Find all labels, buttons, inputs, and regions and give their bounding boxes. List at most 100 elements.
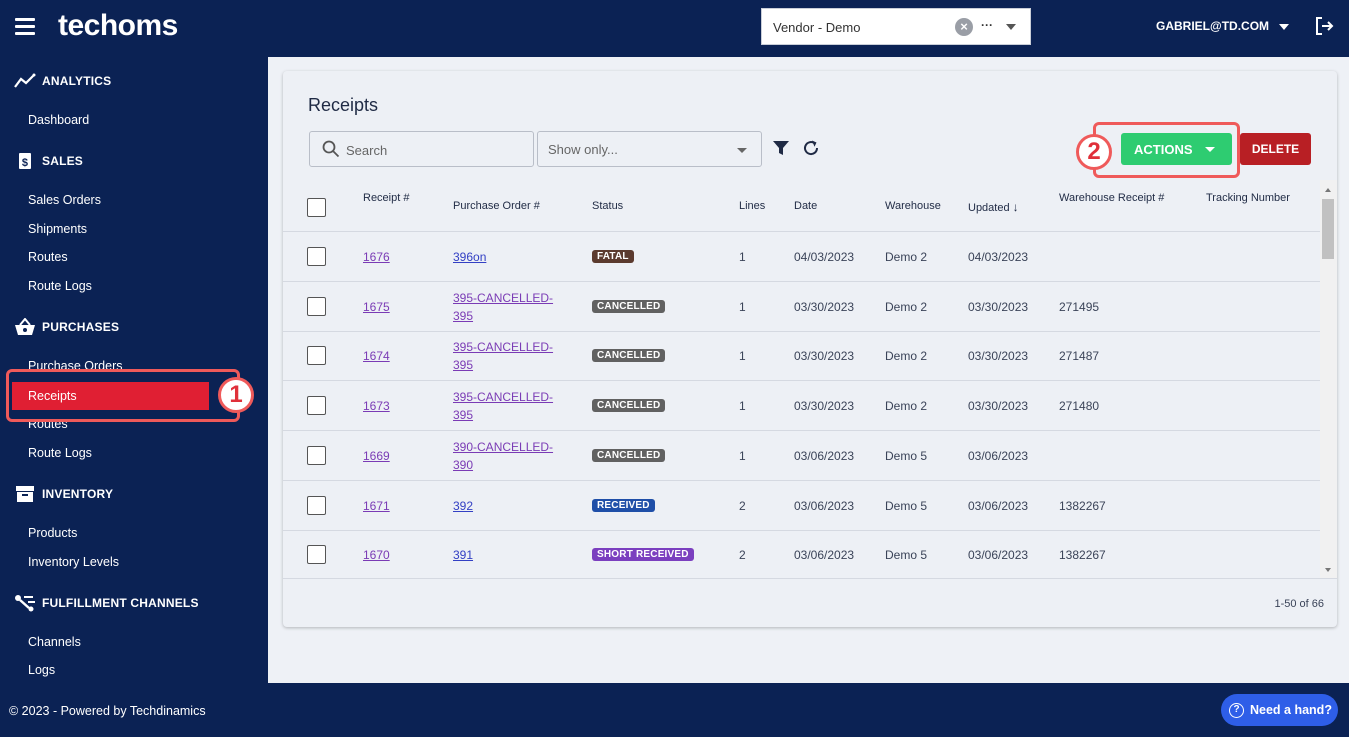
purchase-order-link[interactable]: 396on — [453, 250, 487, 264]
table-scrollbar[interactable] — [1320, 180, 1337, 578]
receipt-link[interactable]: 1673 — [363, 399, 390, 414]
scroll-down-arrow-icon[interactable] — [1325, 568, 1331, 572]
show-only-select[interactable]: Show only... — [537, 131, 762, 167]
row-checkbox[interactable] — [307, 495, 326, 515]
receipt-link[interactable]: 1671 — [363, 498, 390, 513]
sidebar-item-receipts[interactable]: Receipts — [12, 382, 209, 410]
refresh-icon[interactable] — [801, 138, 821, 158]
date-cell: 03/30/2023 — [794, 349, 855, 364]
row-checkbox[interactable] — [307, 346, 326, 366]
warehouse-cell: Demo 2 — [885, 349, 928, 364]
callout-box-actions — [1093, 122, 1240, 178]
row-checkbox[interactable] — [307, 247, 326, 266]
vendor-select-value: Vendor - Demo — [773, 20, 861, 35]
purchase-order-link-suffix[interactable]: 395 — [453, 308, 474, 323]
filter-icon[interactable] — [772, 139, 790, 157]
search-input[interactable] — [346, 140, 526, 160]
table-row[interactable]: 1674 395-CANCELLED- 395 CANCELLED 1 03/30/202… — [283, 331, 1320, 382]
sidebar-item-channels[interactable]: Channels — [28, 635, 81, 649]
purchase-order-link-suffix[interactable]: 395 — [453, 408, 474, 423]
lines-cell: 2 — [739, 498, 746, 513]
sidebar-item-sales-route-logs[interactable]: Route Logs — [28, 279, 92, 293]
pager-divider — [283, 578, 1337, 579]
warehouse-receipt-cell: 1382267 — [1059, 498, 1106, 513]
user-menu-chevron-icon[interactable] — [1279, 24, 1289, 30]
column-header-status[interactable]: Status — [592, 200, 624, 212]
updated-cell: 03/30/2023 — [968, 349, 1029, 364]
column-header-updated[interactable]: Updated ↓ — [968, 200, 1019, 214]
row-checkbox[interactable] — [307, 296, 326, 316]
receipts-table: Receipt # Purchase Order # Status Lines … — [283, 180, 1337, 578]
sidebar-item-shipments[interactable]: Shipments — [28, 222, 88, 236]
status-badge: FATAL — [592, 250, 634, 263]
date-cell: 03/06/2023 — [794, 548, 855, 563]
logo[interactable]: techoms — [58, 9, 178, 42]
sidebar-item-purchase-route-logs[interactable]: Route Logs — [28, 446, 92, 460]
sidebar-item-dashboard[interactable]: Dashboard — [28, 113, 90, 127]
sidebar-section-analytics[interactable]: ANALYTICS — [14, 72, 111, 90]
sidebar-section-purchases[interactable]: PURCHASES — [14, 318, 119, 336]
column-header-date[interactable]: Date — [794, 200, 818, 212]
delete-button[interactable]: DELETE — [1240, 133, 1311, 165]
row-checkbox[interactable] — [307, 396, 326, 416]
column-header-warehouse-receipt[interactable]: Warehouse Receipt # — [1059, 192, 1165, 204]
purchase-order-link[interactable]: 391 — [453, 548, 474, 563]
purchase-order-link-suffix[interactable]: 395 — [453, 358, 474, 373]
date-cell: 03/06/2023 — [794, 448, 855, 463]
status-badge: CANCELLED — [592, 399, 666, 413]
channels-icon — [14, 594, 36, 612]
copyright-text: © 2023 - Powered by Techdinamics — [9, 704, 206, 718]
select-all-checkbox[interactable] — [307, 198, 326, 217]
column-header-lines[interactable]: Lines — [739, 200, 766, 212]
warehouse-cell: Demo 2 — [885, 299, 928, 314]
table-row[interactable]: 1670 391 SHORT RECEIVED 2 03/06/2023 Demo 5 03… — [283, 530, 1320, 578]
scrollbar-thumb[interactable] — [1322, 199, 1334, 259]
receipt-link[interactable]: 1675 — [363, 299, 390, 314]
date-cell: 04/03/2023 — [794, 250, 855, 264]
search-field[interactable] — [309, 131, 534, 167]
footer: © 2023 - Powered by Techdinamics ? Need … — [0, 683, 1349, 737]
table-row[interactable]: 1671 392 RECEIVED 2 03/06/2023 Demo 5 03/06/20… — [283, 481, 1320, 531]
svg-text:$: $ — [22, 157, 28, 169]
user-email[interactable]: GABRIEL@TD.COM — [1156, 19, 1270, 33]
chevron-down-icon[interactable] — [1006, 24, 1016, 30]
more-icon[interactable]: ··· — [981, 18, 993, 32]
receipt-link[interactable]: 1674 — [363, 349, 390, 364]
scroll-up-arrow-icon[interactable] — [1325, 188, 1331, 192]
row-checkbox[interactable] — [307, 445, 326, 465]
sidebar-section-sales[interactable]: $ SALES — [14, 152, 83, 170]
column-header-purchase-order[interactable]: Purchase Order # — [453, 200, 540, 212]
purchase-order-link[interactable]: 390-CANCELLED- — [453, 439, 554, 454]
row-checkbox[interactable] — [307, 545, 326, 565]
sidebar-item-logs[interactable]: Logs — [28, 663, 56, 677]
sidebar-item-products[interactable]: Products — [28, 526, 78, 540]
receipt-link[interactable]: 1669 — [363, 448, 390, 463]
purchase-order-link[interactable]: 395-CANCELLED- — [453, 390, 554, 405]
table-row[interactable]: 1675 395-CANCELLED- 395 CANCELLED 1 03/30/202… — [283, 282, 1320, 332]
sidebar-item-sales-routes[interactable]: Routes — [28, 250, 68, 264]
lines-cell: 2 — [739, 548, 746, 563]
receipt-link[interactable]: 1676 — [363, 250, 390, 264]
vendor-select[interactable]: Vendor - Demo × ··· — [761, 8, 1031, 45]
purchase-order-link[interactable]: 395-CANCELLED- — [453, 340, 554, 355]
sidebar-item-inventory-levels[interactable]: Inventory Levels — [28, 555, 120, 569]
column-header-warehouse[interactable]: Warehouse — [885, 200, 941, 212]
table-row[interactable]: 1669 390-CANCELLED- 390 CANCELLED 1 03/06/202… — [283, 431, 1320, 481]
purchase-order-link[interactable]: 392 — [453, 498, 474, 513]
sidebar-section-inventory[interactable]: INVENTORY — [14, 485, 113, 503]
actions-button[interactable]: ACTIONS — [1121, 133, 1232, 165]
table-row[interactable]: 1673 395-CANCELLED- 395 CANCELLED 1 03/30/202… — [283, 381, 1320, 432]
clear-icon[interactable]: × — [955, 18, 973, 36]
column-header-tracking-number[interactable]: Tracking Number — [1206, 192, 1290, 204]
purchase-order-link-suffix[interactable]: 390 — [453, 457, 474, 472]
table-row[interactable]: 1676 396on FATAL 1 04/03/2023 Demo 2 04/03/202… — [283, 232, 1320, 282]
column-header-receipt[interactable]: Receipt # — [363, 192, 410, 204]
lines-cell: 1 — [739, 448, 746, 463]
receipt-link[interactable]: 1670 — [363, 548, 390, 563]
menu-icon[interactable] — [15, 18, 35, 35]
help-button[interactable]: ? Need a hand? — [1221, 694, 1338, 726]
sidebar-item-sales-orders[interactable]: Sales Orders — [28, 193, 101, 207]
sidebar-section-fulfillment-channels[interactable]: FULFILLMENT CHANNELS — [14, 594, 199, 612]
purchase-order-link[interactable]: 395-CANCELLED- — [453, 290, 554, 305]
logout-icon[interactable] — [1314, 16, 1334, 36]
